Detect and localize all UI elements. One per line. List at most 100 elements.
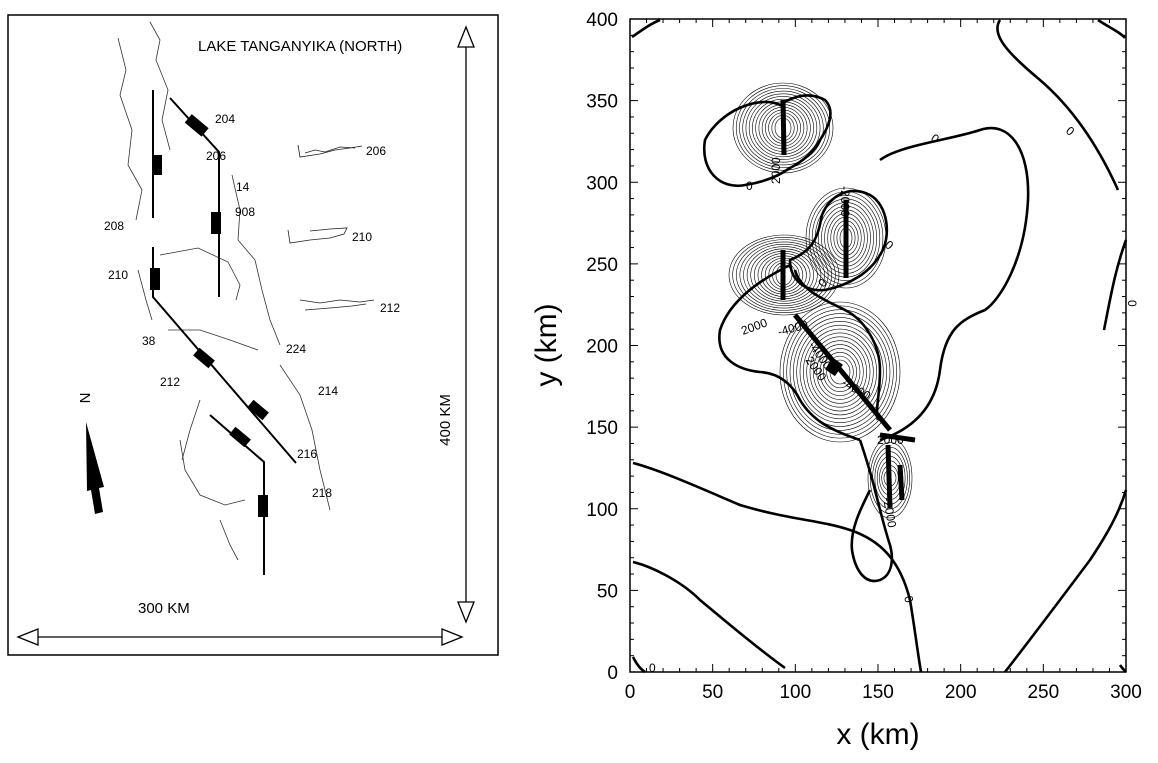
thin-contour [779, 301, 901, 443]
contour-label: 2000 [739, 315, 769, 337]
contour-label: 2000 [877, 433, 904, 447]
y-tick-label: 400 [586, 10, 618, 31]
y-axis-label: y (km) [530, 303, 563, 386]
fault-label: 908 [235, 205, 255, 219]
thin-contour [739, 241, 829, 309]
fault-label: 214 [318, 384, 338, 398]
contour-label: -2000 [880, 496, 899, 529]
thin-contour [819, 348, 861, 396]
plot-frame [629, 18, 1127, 673]
thin-contour [816, 344, 864, 400]
profile-label: 210 [352, 230, 372, 244]
thin-contour [732, 237, 836, 313]
y-tick-label: 100 [586, 500, 618, 521]
fault-label: 210 [108, 268, 128, 282]
y-tick-labels: 0 50 100 150 200 250 300 350 400 [586, 10, 618, 684]
x-tick-label: 50 [702, 682, 723, 703]
thin-contour [803, 328, 877, 416]
y-tick-label: 250 [586, 255, 618, 276]
fault-label: 212 [160, 375, 180, 389]
contour-label: 2000 [769, 157, 783, 184]
thin-contour [799, 324, 881, 420]
contour-label: 0 [649, 661, 656, 675]
contour-label: 0 [1063, 124, 1077, 139]
fault-label: 204 [215, 112, 235, 126]
x-tick-label: 200 [945, 682, 977, 703]
x-tick-label: 300 [1110, 682, 1142, 703]
thin-contour [783, 305, 897, 439]
x-tick-label: 0 [625, 682, 636, 703]
fault-traces [152, 90, 297, 575]
fault-label: 14 [236, 180, 250, 194]
thin-contour [746, 246, 822, 304]
vertical-scale-label: 400 KM [437, 394, 454, 446]
thin-contours [728, 82, 913, 519]
contour-fault-segments [780, 99, 916, 509]
thin-contour [823, 351, 857, 393]
thin-contour [811, 194, 881, 282]
fault-label: 224 [286, 342, 306, 356]
thin-contour [808, 191, 884, 285]
x-tick-marks [629, 19, 1127, 672]
x-tick-labels: 0 50 100 150 200 250 300 [625, 682, 1142, 703]
profile-label: 206 [366, 144, 386, 158]
thin-contour [742, 90, 824, 166]
fault-label: 38 [142, 334, 156, 348]
thin-contour [809, 336, 871, 408]
thin-contour [739, 88, 827, 168]
thin-contour [752, 98, 814, 158]
zero-contours [631, 18, 1128, 674]
x-tick-label: 100 [779, 682, 811, 703]
thin-contour [735, 85, 831, 171]
horizontal-scale-label: 300 KM [138, 600, 190, 617]
y-tick-label: 50 [597, 581, 618, 602]
thin-contour [869, 442, 911, 514]
y-tick-label: 300 [586, 173, 618, 194]
profile-labels: 206 210 212 [352, 144, 400, 315]
fault-label: 206 [206, 149, 226, 163]
north-arrow: N [77, 393, 104, 514]
fault-blocks [150, 114, 269, 517]
fault-label: 218 [312, 486, 332, 500]
map-panel: LAKE TANGANYIKA (NORTH) [7, 14, 499, 656]
x-tick-label: 250 [1027, 682, 1059, 703]
thin-contour [806, 332, 874, 412]
fault-label: 208 [104, 219, 124, 233]
thin-contour [728, 234, 840, 316]
thin-contour [786, 309, 894, 435]
thin-contour [789, 313, 891, 431]
contour-fault-block [825, 357, 843, 377]
thin-contour [743, 243, 825, 307]
contour-label: -2000 [838, 186, 852, 217]
contour-label: 0 [746, 179, 753, 193]
x-tick-label: 150 [862, 682, 894, 703]
x-axis-label: x (km) [836, 718, 919, 751]
vertical-scale-arrow [457, 25, 475, 624]
thin-contour [813, 340, 867, 404]
y-tick-label: 200 [586, 337, 618, 358]
north-label: N [77, 393, 94, 404]
profile-sketches [287, 144, 375, 311]
fault-labels: 204 206 14 908 208 210 38 212 224 214 21… [104, 112, 338, 500]
thin-contour [732, 82, 834, 174]
y-tick-label: 150 [586, 418, 618, 439]
thin-contour [745, 93, 821, 163]
contour-label: -4000 [776, 317, 810, 339]
contour-label: 0 [882, 238, 896, 253]
thin-contour [748, 96, 818, 160]
shoreline-lines [117, 21, 331, 561]
thin-contour [796, 321, 884, 423]
horizontal-scale-arrow [16, 628, 464, 646]
thin-contour [735, 239, 833, 311]
contour-label: 0 [901, 594, 916, 604]
y-tick-marks [630, 18, 1126, 673]
thin-contour [750, 248, 818, 302]
map-frame [7, 14, 499, 656]
y-tick-label: 0 [607, 663, 618, 684]
y-tick-label: 350 [586, 92, 618, 113]
profile-label: 212 [380, 301, 400, 315]
contour-label: 0 [1125, 300, 1139, 307]
thin-contour [793, 317, 887, 427]
thin-contour [826, 355, 854, 389]
